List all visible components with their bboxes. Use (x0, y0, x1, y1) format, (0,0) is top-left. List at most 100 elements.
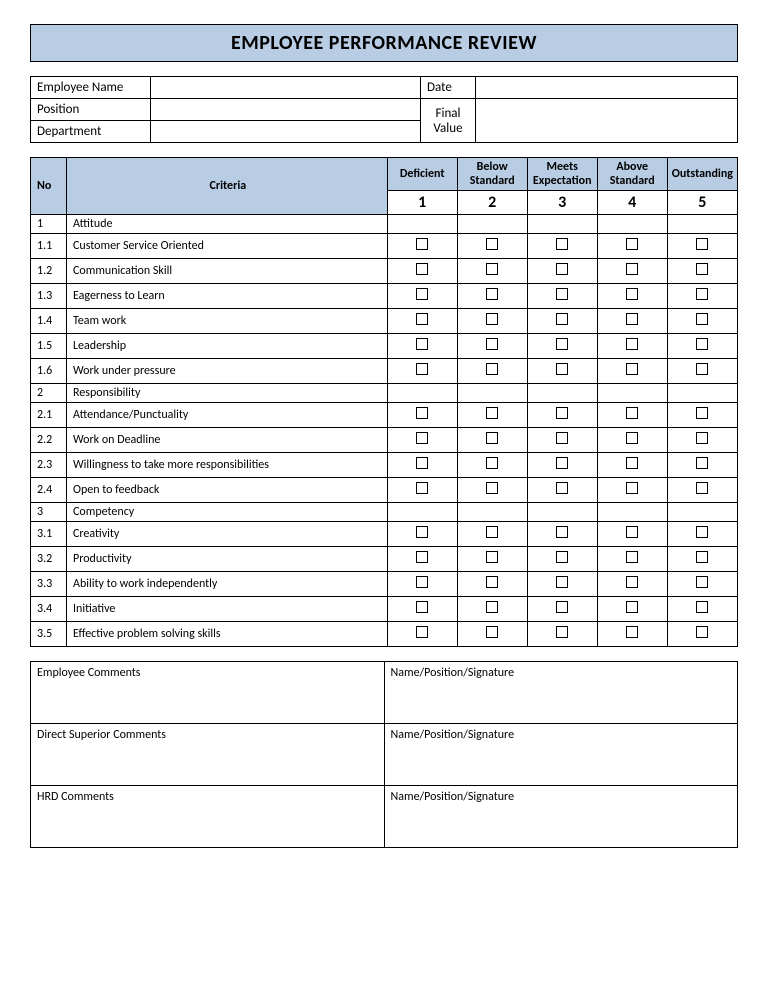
rating-cell[interactable] (667, 334, 737, 359)
rating-cell[interactable] (667, 597, 737, 622)
rating-cell[interactable] (527, 428, 597, 453)
checkbox-icon[interactable] (696, 576, 708, 588)
rating-cell[interactable] (457, 522, 527, 547)
rating-cell[interactable] (597, 309, 667, 334)
checkbox-icon[interactable] (556, 238, 568, 250)
checkbox-icon[interactable] (626, 626, 638, 638)
rating-cell[interactable] (387, 522, 457, 547)
checkbox-icon[interactable] (626, 482, 638, 494)
rating-cell[interactable] (527, 572, 597, 597)
rating-cell[interactable] (387, 547, 457, 572)
rating-cell[interactable] (387, 572, 457, 597)
checkbox-icon[interactable] (486, 338, 498, 350)
rating-cell[interactable] (387, 453, 457, 478)
checkbox-icon[interactable] (486, 263, 498, 275)
rating-cell[interactable] (527, 284, 597, 309)
rating-cell[interactable] (527, 334, 597, 359)
rating-cell[interactable] (527, 522, 597, 547)
rating-cell[interactable] (527, 359, 597, 384)
rating-cell[interactable] (667, 547, 737, 572)
checkbox-icon[interactable] (416, 407, 428, 419)
rating-cell[interactable] (457, 622, 527, 647)
rating-cell[interactable] (387, 359, 457, 384)
rating-cell[interactable] (597, 359, 667, 384)
checkbox-icon[interactable] (416, 457, 428, 469)
checkbox-icon[interactable] (696, 601, 708, 613)
rating-cell[interactable] (457, 403, 527, 428)
rating-cell[interactable] (667, 359, 737, 384)
rating-cell[interactable] (387, 234, 457, 259)
rating-cell[interactable] (387, 622, 457, 647)
superior-comments[interactable]: Direct Superior Comments (31, 724, 385, 786)
checkbox-icon[interactable] (416, 363, 428, 375)
checkbox-icon[interactable] (416, 482, 428, 494)
checkbox-icon[interactable] (556, 601, 568, 613)
checkbox-icon[interactable] (416, 313, 428, 325)
checkbox-icon[interactable] (556, 551, 568, 563)
checkbox-icon[interactable] (626, 601, 638, 613)
rating-cell[interactable] (457, 259, 527, 284)
rating-cell[interactable] (597, 572, 667, 597)
employee-name-field[interactable] (151, 77, 421, 99)
rating-cell[interactable] (527, 547, 597, 572)
checkbox-icon[interactable] (556, 313, 568, 325)
rating-cell[interactable] (527, 234, 597, 259)
checkbox-icon[interactable] (696, 407, 708, 419)
checkbox-icon[interactable] (416, 288, 428, 300)
checkbox-icon[interactable] (416, 238, 428, 250)
checkbox-icon[interactable] (556, 432, 568, 444)
checkbox-icon[interactable] (416, 601, 428, 613)
checkbox-icon[interactable] (486, 482, 498, 494)
employee-signature[interactable]: Name/Position/Signature (384, 662, 738, 724)
final-value-box[interactable] (476, 99, 738, 143)
checkbox-icon[interactable] (696, 338, 708, 350)
checkbox-icon[interactable] (556, 407, 568, 419)
checkbox-icon[interactable] (696, 482, 708, 494)
rating-cell[interactable] (667, 234, 737, 259)
checkbox-icon[interactable] (626, 551, 638, 563)
checkbox-icon[interactable] (626, 432, 638, 444)
rating-cell[interactable] (597, 478, 667, 503)
rating-cell[interactable] (457, 234, 527, 259)
checkbox-icon[interactable] (486, 576, 498, 588)
checkbox-icon[interactable] (696, 363, 708, 375)
rating-cell[interactable] (387, 334, 457, 359)
checkbox-icon[interactable] (486, 626, 498, 638)
employee-comments[interactable]: Employee Comments (31, 662, 385, 724)
rating-cell[interactable] (527, 622, 597, 647)
rating-cell[interactable] (457, 478, 527, 503)
checkbox-icon[interactable] (486, 526, 498, 538)
rating-cell[interactable] (667, 622, 737, 647)
checkbox-icon[interactable] (556, 526, 568, 538)
checkbox-icon[interactable] (696, 238, 708, 250)
checkbox-icon[interactable] (416, 551, 428, 563)
checkbox-icon[interactable] (486, 407, 498, 419)
checkbox-icon[interactable] (416, 432, 428, 444)
checkbox-icon[interactable] (626, 407, 638, 419)
checkbox-icon[interactable] (486, 601, 498, 613)
checkbox-icon[interactable] (626, 338, 638, 350)
rating-cell[interactable] (457, 359, 527, 384)
rating-cell[interactable] (527, 597, 597, 622)
checkbox-icon[interactable] (696, 263, 708, 275)
checkbox-icon[interactable] (486, 363, 498, 375)
rating-cell[interactable] (667, 309, 737, 334)
rating-cell[interactable] (387, 259, 457, 284)
rating-cell[interactable] (387, 284, 457, 309)
department-field[interactable] (151, 121, 421, 143)
checkbox-icon[interactable] (696, 432, 708, 444)
rating-cell[interactable] (457, 284, 527, 309)
checkbox-icon[interactable] (556, 338, 568, 350)
date-field[interactable] (476, 77, 738, 99)
checkbox-icon[interactable] (486, 313, 498, 325)
hrd-signature[interactable]: Name/Position/Signature (384, 786, 738, 848)
checkbox-icon[interactable] (626, 263, 638, 275)
checkbox-icon[interactable] (416, 338, 428, 350)
checkbox-icon[interactable] (626, 526, 638, 538)
checkbox-icon[interactable] (696, 526, 708, 538)
checkbox-icon[interactable] (556, 457, 568, 469)
rating-cell[interactable] (667, 403, 737, 428)
rating-cell[interactable] (597, 403, 667, 428)
checkbox-icon[interactable] (416, 576, 428, 588)
hrd-comments[interactable]: HRD Comments (31, 786, 385, 848)
